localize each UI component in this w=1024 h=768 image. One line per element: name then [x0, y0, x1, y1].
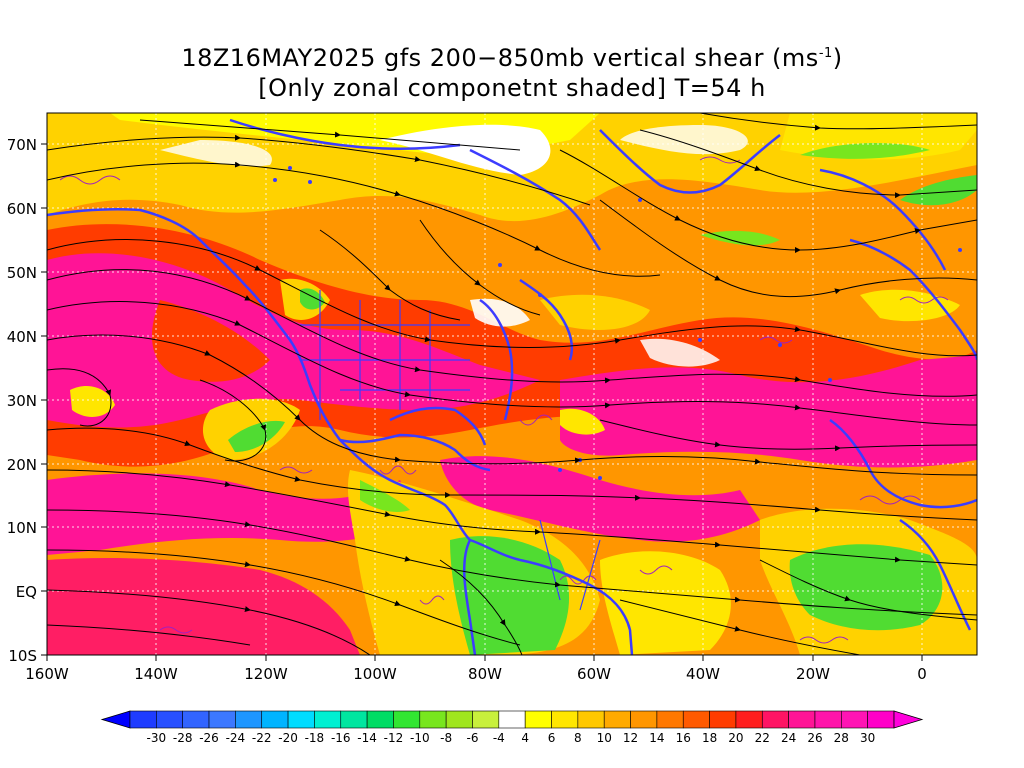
colorbar-swatch [788, 710, 816, 729]
lat-label: 40N [7, 328, 37, 346]
lon-label: 40W [686, 665, 720, 683]
colorbar-swatch [814, 710, 842, 729]
colorbar-label: 12 [623, 731, 638, 745]
lat-label: 70N [7, 136, 37, 154]
lon-label: 80W [468, 665, 502, 683]
colorbar-swatch [603, 710, 631, 729]
map-plot-area [47, 113, 977, 655]
colorbar-swatch [656, 710, 684, 729]
colorbar [100, 710, 924, 729]
map-frame [46, 112, 978, 656]
colorbar-swatch [366, 710, 394, 729]
lon-label: 160W [25, 665, 69, 683]
colorbar-swatch [287, 710, 315, 729]
colorbar-swatch [393, 710, 421, 729]
colorbar-swatch [577, 710, 605, 729]
colorbar-labels: -30 -28 -26 -24 -22 -20 -18 -16 -14 -12 -10 -8 -6 -4 4… [147, 731, 876, 745]
lon-label: 0 [917, 665, 927, 683]
colorbar-swatch [208, 710, 236, 729]
colorbar-swatch [867, 710, 895, 729]
colorbar-swatch [261, 710, 289, 729]
lat-label: 20N [7, 456, 37, 474]
colorbar-label: -16 [331, 731, 351, 745]
colorbar-swatch [709, 710, 737, 729]
colorbar-swatch [630, 710, 658, 729]
colorbar-label: -12 [384, 731, 404, 745]
colorbar-swatch [472, 710, 500, 729]
colorbar-swatch [419, 710, 447, 729]
colorbar-label: 22 [755, 731, 770, 745]
lat-label: 10N [7, 519, 37, 537]
colorbar-label: -4 [493, 731, 505, 745]
colorbar-label: 10 [597, 731, 612, 745]
colorbar-label: -30 [147, 731, 167, 745]
colorbar-min-triangle [100, 710, 131, 729]
colorbar-swatch [735, 710, 763, 729]
lon-label: 60W [577, 665, 611, 683]
colorbar-label: -10 [410, 731, 430, 745]
colorbar-swatch [314, 710, 342, 729]
colorbar-swatch [129, 710, 157, 729]
colorbar-max-triangle [893, 710, 924, 729]
map-title-line1: 18Z16MAY2025 gfs 200−850mb vertical shea… [181, 44, 843, 72]
colorbar-swatch [761, 710, 789, 729]
lon-axis: 160W 140W 120W 100W 80W 60W 40W 20W 0 [25, 665, 927, 683]
map-title-line2: [Only zonal componetnt shaded] T=54 h [258, 74, 766, 102]
colorbar-label: -26 [199, 731, 219, 745]
colorbar-label: 26 [807, 731, 822, 745]
colorbar-label: 14 [649, 731, 664, 745]
colorbar-label: -6 [466, 731, 478, 745]
colorbar-swatch [340, 710, 368, 729]
colorbar-label: 30 [860, 731, 875, 745]
colorbar-label: 28 [834, 731, 849, 745]
colorbar-swatch [841, 710, 868, 729]
colorbar-swatch [551, 710, 579, 729]
colorbar-label: -22 [252, 731, 272, 745]
colorbar-label: -14 [357, 731, 377, 745]
colorbar-label: 20 [728, 731, 743, 745]
colorbar-label: 24 [781, 731, 796, 745]
colorbar-swatch [235, 710, 263, 729]
colorbar-swatch [445, 710, 473, 729]
lat-label: 60N [7, 200, 37, 218]
colorbar-label: 18 [702, 731, 717, 745]
lon-label: 20W [796, 665, 830, 683]
axis-ticks [41, 143, 923, 661]
colorbar-label: -18 [305, 731, 325, 745]
lat-label: 10S [8, 647, 37, 665]
lat-label: 30N [7, 392, 37, 410]
streamlines [47, 113, 977, 655]
lon-label: 100W [353, 665, 397, 683]
colorbar-label: 6 [548, 731, 556, 745]
lon-label: 120W [244, 665, 288, 683]
colorbar-swatch [682, 710, 710, 729]
colorbar-swatch [498, 710, 526, 729]
lon-label: 140W [134, 665, 178, 683]
colorbar-swatch [524, 710, 552, 729]
lat-axis: 70N 60N 50N 40N 30N 20N 10N EQ 10S [7, 136, 37, 665]
colorbar-label: -28 [173, 731, 193, 745]
colorbar-swatch [156, 710, 183, 729]
lat-label: 50N [7, 264, 37, 282]
colorbar-label: 16 [676, 731, 691, 745]
lat-label: EQ [16, 583, 37, 601]
colorbar-label: 4 [521, 731, 529, 745]
colorbar-label: -8 [440, 731, 452, 745]
colorbar-label: -20 [278, 731, 298, 745]
colorbar-label: -24 [226, 731, 246, 745]
colorbar-label: 8 [574, 731, 582, 745]
colorbar-swatch [182, 710, 210, 729]
